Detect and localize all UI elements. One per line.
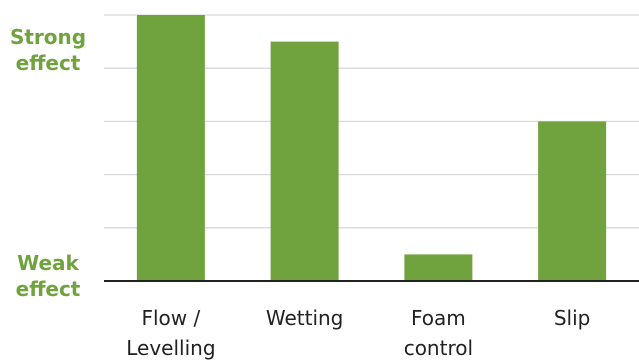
bar-wetting <box>270 41 339 281</box>
bar-foam-control <box>404 254 473 281</box>
y-label-strong-line2: effect <box>15 51 81 75</box>
x-tick-label: Foam control <box>378 303 498 363</box>
x-tick-label-line: Foam <box>410 306 466 330</box>
y-label-strong-effect: Strong effect <box>0 24 96 76</box>
x-tick-label-line: Wetting <box>265 306 344 330</box>
bar-flow-levelling <box>136 15 205 281</box>
x-tick-label-line: control <box>403 336 474 360</box>
bars <box>136 15 607 282</box>
x-tick-label-line: Slip <box>553 306 591 330</box>
y-label-weak-line1: Weak <box>17 251 79 275</box>
x-tick-label-line: Flow / <box>141 306 201 330</box>
x-tick-label: Wetting <box>245 303 365 333</box>
x-tick-label-line: Levelling <box>126 336 216 360</box>
y-label-weak-effect: Weak effect <box>0 250 96 302</box>
bar-slip <box>538 121 607 282</box>
y-label-strong-line1: Strong <box>9 25 87 49</box>
x-tick-label: Slip <box>512 303 632 333</box>
y-label-weak-line2: effect <box>15 277 81 301</box>
x-tick-label: Flow / Levelling <box>111 303 231 363</box>
